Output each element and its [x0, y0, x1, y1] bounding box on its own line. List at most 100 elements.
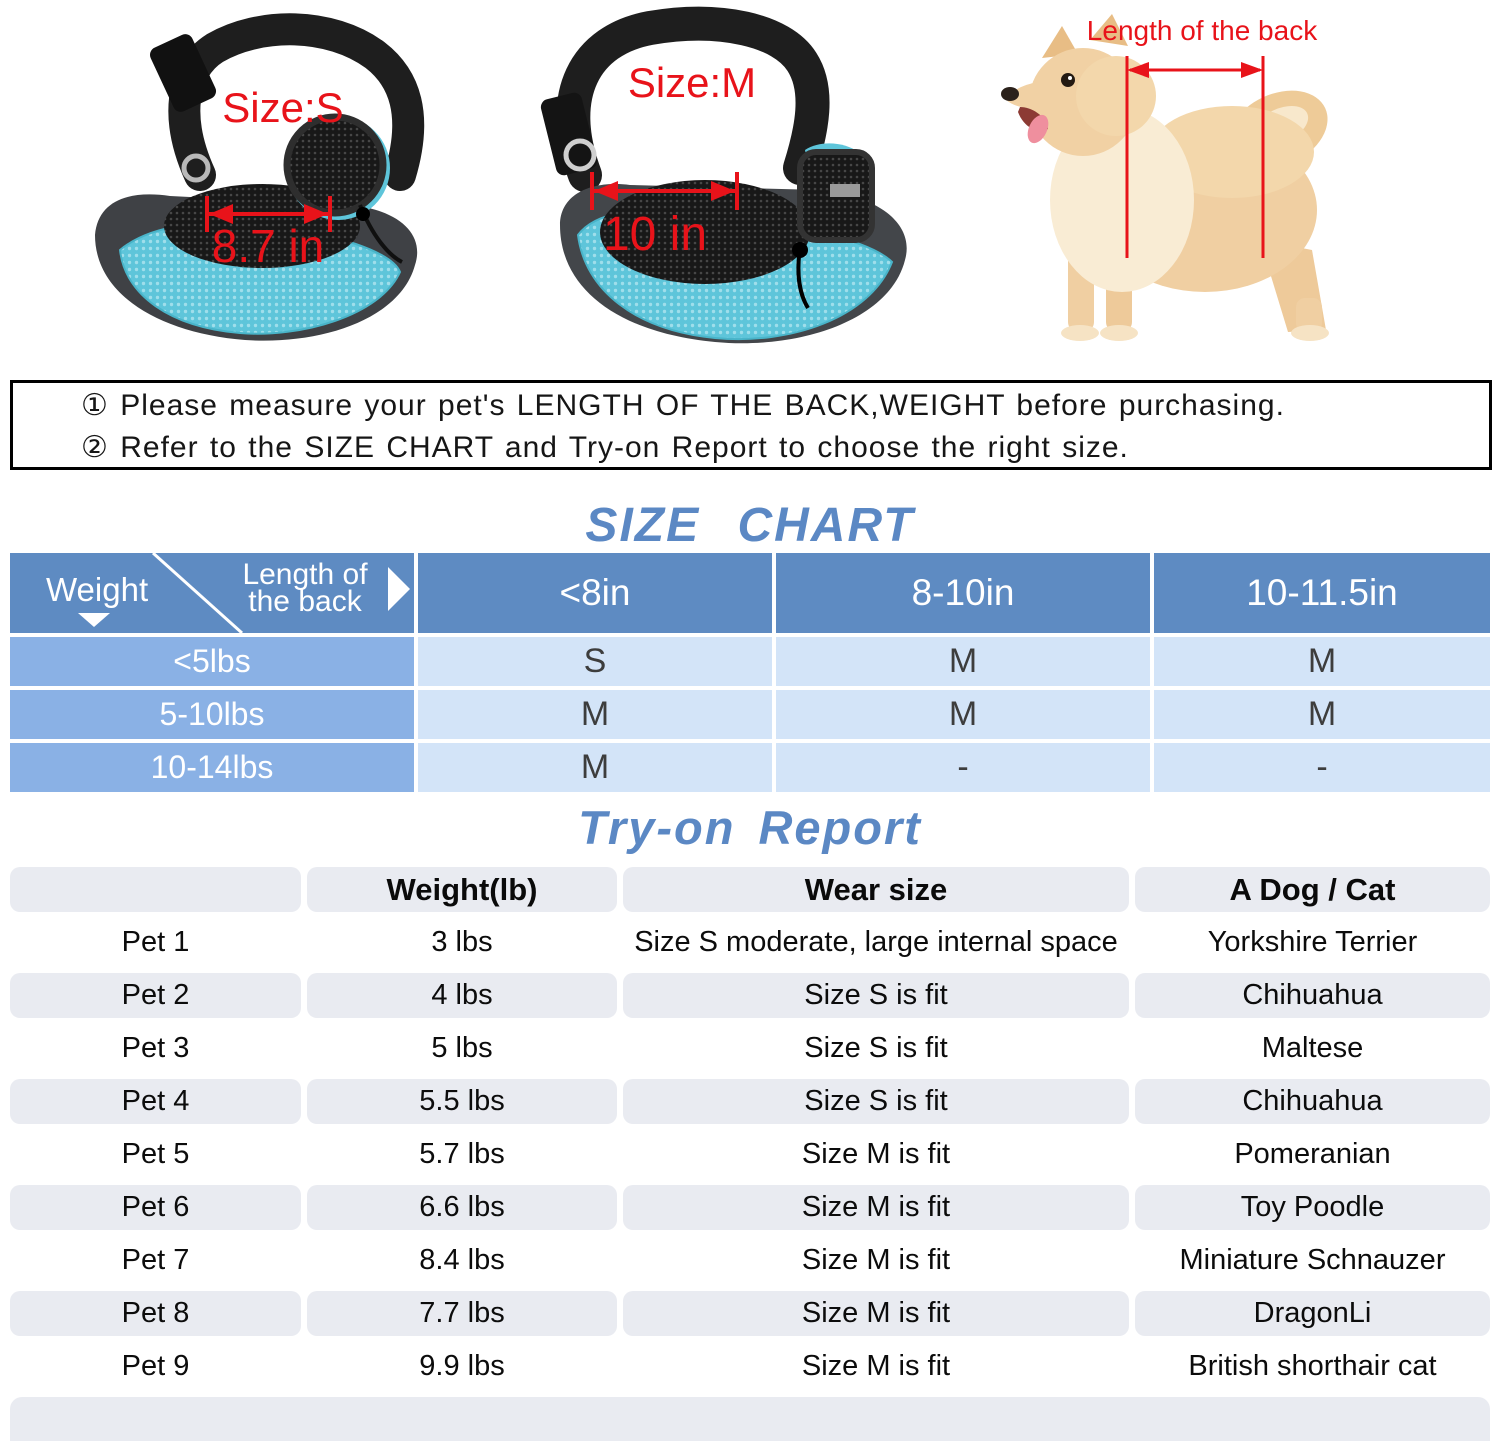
size-chart-cell: M [1154, 637, 1490, 686]
pet-breed: Maltese [1261, 1032, 1364, 1064]
table-row: Pet 9 9.9 lbs Size M is fit British shor… [10, 1344, 1490, 1389]
tryon-col-header: Wear size [623, 867, 1129, 912]
tryon-col-header: Weight(lb) [307, 867, 617, 912]
pet-name: Pet 9 [121, 1350, 190, 1382]
corner-weight-label: Weight [46, 571, 149, 608]
size-chart-row-label: <5lbs [10, 637, 414, 686]
pet-name: Pet 7 [121, 1244, 190, 1276]
pet-weight: 4 lbs [307, 973, 617, 1018]
bag-m-size-label: Size:M [628, 59, 756, 106]
pomeranian-dog-illustration [1001, 14, 1329, 341]
bag-m-dring [563, 138, 597, 172]
size-chart-col-header: <8in [418, 553, 772, 633]
size-chart-cell: - [776, 743, 1150, 792]
bag-s-pocket [283, 113, 387, 217]
size-chart-table: Weight Length of the back <8in 8-10in 10… [10, 553, 1490, 792]
pet-weight: 6.6 lbs [307, 1185, 617, 1230]
bag-m-buckle [540, 92, 598, 176]
pet-name: Pet 6 [10, 1185, 301, 1230]
size-chart-row-label: 5-10lbs [10, 690, 414, 739]
bag-m-strap [556, 6, 830, 192]
table-row: Pet 6 6.6 lbs Size M is fit Toy Poodle [10, 1185, 1490, 1230]
tryon-report-table: Weight(lb) Wear size A Dog / Cat Pet 1 3… [10, 867, 1490, 1389]
table-row: Pet 3 5 lbs Size S is fit Maltese [10, 1026, 1490, 1071]
table-row: Pet 5 5.7 lbs Size M is fit Pomeranian [10, 1132, 1490, 1177]
table-row: Pet 2 4 lbs Size S is fit Chihuahua [10, 973, 1490, 1018]
size-chart-row: 5-10lbs M M M [10, 690, 1490, 739]
dog-measure-figure: Length of the back [1001, 14, 1329, 341]
bag-s-measure-label: 8.7 in [212, 220, 325, 272]
triangle-right-icon [388, 567, 410, 611]
dog-measure-label: Length of the back [1087, 15, 1318, 46]
pet-weight: 8.4 lbs [419, 1244, 505, 1276]
pet-breed: Toy Poodle [1135, 1185, 1490, 1230]
arrowhead-left [209, 204, 233, 224]
bag-m-opening [600, 180, 810, 284]
pet-weight: 5 lbs [431, 1032, 493, 1064]
size-chart-cell: - [1154, 743, 1490, 792]
note-line-2: ② Refer to the SIZE CHART and Try-on Rep… [81, 431, 1129, 464]
size-chart-row: <5lbs S M M [10, 637, 1490, 686]
pet-name: Pet 4 [10, 1079, 301, 1124]
table-row: Pet 1 3 lbs Size S moderate, large inter… [10, 920, 1490, 965]
bag-m-toggle [792, 242, 808, 258]
size-chart-row-label: 10-14lbs [10, 743, 414, 792]
table-row: Pet 8 7.7 lbs Size M is fit DragonLi [10, 1291, 1490, 1336]
size-chart-col-header: 10-11.5in [1154, 553, 1490, 633]
bag-size-m-figure: Size:M 10 in [540, 6, 907, 344]
tryon-report-title: Try-on Report [578, 801, 922, 854]
wear-size: Size S is fit [623, 1079, 1129, 1124]
pet-breed: DragonLi [1135, 1291, 1490, 1336]
size-chart-col-header: 8-10in [776, 553, 1150, 633]
size-chart-title: SIZE CHART [585, 499, 915, 552]
size-chart-corner-cell: Weight Length of the back [10, 553, 414, 633]
pet-name: Pet 5 [121, 1138, 190, 1170]
arrowhead-right [1241, 62, 1263, 78]
tryon-col-header [10, 867, 301, 912]
arrowhead-right [304, 204, 328, 224]
size-chart-cell: M [776, 690, 1150, 739]
size-chart-header-row: Weight Length of the back <8in 8-10in 10… [10, 553, 1490, 633]
bag-s-toggle [356, 207, 370, 221]
table-row: Pet 7 8.4 lbs Size M is fit Miniature Sc… [10, 1238, 1490, 1283]
pet-name: Pet 8 [10, 1291, 301, 1336]
pet-breed: Chihuahua [1135, 973, 1490, 1018]
pet-breed: British shorthair cat [1188, 1350, 1437, 1382]
pet-name: Pet 2 [10, 973, 301, 1018]
arrowhead-left [1127, 62, 1149, 78]
tryon-body: Pet 1 3 lbs Size S moderate, large inter… [10, 920, 1490, 1389]
size-chart-cell: M [1154, 690, 1490, 739]
size-chart-row: 10-14lbs M - - [10, 743, 1490, 792]
bag-m-tag [830, 184, 860, 197]
triangle-down-icon [78, 613, 110, 627]
corner-length-label: Length of the back [242, 558, 368, 618]
arrowhead-left [594, 181, 618, 201]
instruction-note-box: ① Please measure your pet's LENGTH OF TH… [10, 380, 1492, 470]
wear-size: Size S is fit [804, 1032, 948, 1064]
bag-s-size-label: Size:S [222, 84, 343, 131]
size-chart-cell: M [418, 743, 772, 792]
tryon-col-header: A Dog / Cat [1135, 867, 1490, 912]
note-line-1: ① Please measure your pet's LENGTH OF TH… [81, 389, 1285, 422]
bag-m-measure-label: 10 in [603, 208, 707, 261]
arrowhead-right [711, 181, 735, 201]
dog-measure-lines [1125, 56, 1265, 258]
bag-s-buckle [149, 34, 217, 112]
wear-size: Size S moderate, large internal space [634, 926, 1118, 958]
bag-size-s-figure: Size:S 8.7 in [95, 13, 425, 341]
pet-breed: Miniature Schnauzer [1179, 1244, 1446, 1276]
pet-weight: 3 lbs [431, 926, 493, 958]
wear-size: Size M is fit [801, 1138, 951, 1170]
pet-breed: Yorkshire Terrier [1207, 926, 1418, 958]
pet-name: Pet 3 [121, 1032, 190, 1064]
pet-weight: 9.9 lbs [419, 1350, 505, 1382]
size-chart-cell: M [418, 690, 772, 739]
pet-name: Pet 1 [121, 926, 190, 958]
next-row-partial-band [10, 1397, 1490, 1441]
pet-weight: 7.7 lbs [307, 1291, 617, 1336]
wear-size: Size M is fit [801, 1350, 951, 1382]
wear-size: Size M is fit [623, 1291, 1129, 1336]
pet-breed: Pomeranian [1234, 1138, 1391, 1170]
wear-size: Size M is fit [801, 1244, 951, 1276]
